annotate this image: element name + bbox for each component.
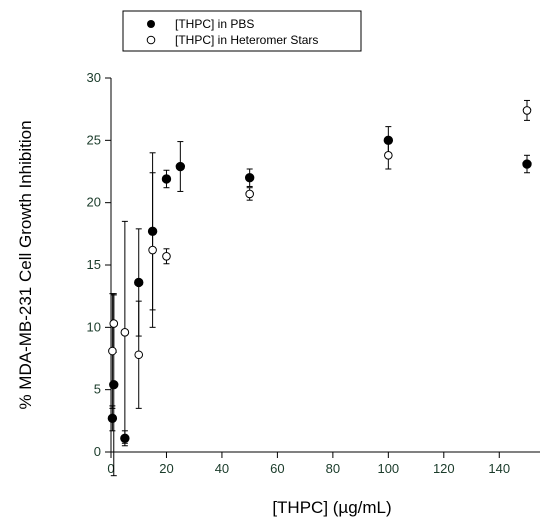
x-tick-label: 60	[270, 461, 284, 476]
x-tick-label: 40	[215, 461, 229, 476]
x-tick-label: 100	[377, 461, 399, 476]
data-point-pbs	[175, 161, 186, 172]
data-point-pbs	[120, 433, 130, 443]
data-point-heteromer	[109, 319, 119, 328]
data-point-heteromer	[245, 189, 254, 199]
x-tick-label: 20	[159, 461, 173, 476]
legend-label-heteromer: [THPC] in Heteromer Stars	[175, 33, 318, 47]
data-point-heteromer	[522, 106, 532, 115]
y-tick-label: 0	[94, 444, 101, 459]
x-ticks: 0 20 40 60 80 100 120 140	[107, 452, 510, 476]
x-axis-label: [THPC] (µg/mL)	[272, 498, 391, 517]
y-tick-label: 30	[87, 70, 101, 85]
x-tick-label: 120	[433, 461, 455, 476]
data-point-heteromer	[162, 251, 171, 261]
error-bars	[109, 99, 530, 477]
legend: [THPC] in PBS [THPC] in Heteromer Stars	[122, 10, 362, 52]
x-tick-label: 80	[326, 461, 340, 476]
axes	[110, 78, 540, 453]
data-point-pbs	[134, 277, 144, 288]
legend-label-pbs: [THPC] in PBS	[175, 17, 254, 31]
legend-marker-filled	[147, 20, 155, 28]
data-point-heteromer	[384, 150, 393, 160]
data-point-heteromer	[120, 328, 130, 337]
data-point-pbs	[244, 173, 255, 183]
y-tick-label: 10	[87, 319, 101, 334]
y-tick-label: 20	[87, 195, 101, 210]
y-tick-label: 25	[87, 132, 101, 147]
data-point-heteromer	[134, 350, 144, 360]
data-point-heteromer	[148, 245, 157, 255]
data-point-pbs	[161, 174, 172, 184]
x-tick-label: 0	[107, 461, 114, 476]
y-axis-label: % MDA-MB-231 Cell Growth Inhibition	[16, 120, 35, 409]
y-ticks: 0 5 10 15 20 25 30	[87, 70, 111, 459]
y-tick-label: 15	[87, 257, 101, 272]
data-point-pbs	[107, 413, 118, 424]
data-point-heteromer	[108, 346, 117, 356]
data-point-pbs	[383, 135, 394, 146]
data-point-pbs	[522, 159, 532, 169]
data-point-pbs	[147, 226, 158, 237]
x-tick-label: 140	[488, 461, 510, 476]
data-points	[107, 106, 532, 443]
y-tick-label: 5	[94, 382, 101, 397]
legend-marker-open	[146, 35, 156, 45]
legend-box	[122, 10, 362, 52]
data-point-pbs	[109, 379, 119, 390]
